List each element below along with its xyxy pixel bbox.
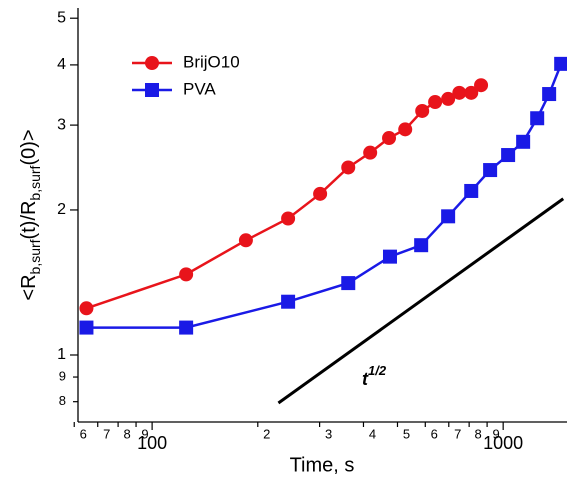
reference-line — [277, 197, 565, 405]
marker — [313, 186, 328, 201]
marker — [382, 131, 397, 146]
series-line — [86, 84, 482, 310]
y-axis-title-part: b,surf — [27, 239, 43, 274]
marker — [452, 85, 467, 100]
y-axis-title-part: (t)/R — [18, 201, 40, 240]
x-tick-label: 6 — [431, 426, 438, 441]
x-tick-label: 2 — [263, 426, 270, 441]
marker — [542, 87, 557, 102]
marker — [363, 145, 378, 160]
marker — [281, 211, 296, 226]
legend-label: PVA — [183, 79, 216, 98]
marker — [398, 122, 413, 137]
marker — [441, 209, 456, 224]
y-tick-label: 5 — [57, 9, 66, 26]
marker — [281, 294, 296, 309]
y-tick-label: 8 — [59, 393, 66, 408]
x-tick-label: 8 — [475, 426, 482, 441]
marker — [179, 267, 194, 282]
y-axis-title: <Rb,surf(t)/Rb,surf(0)> — [18, 129, 42, 300]
marker — [179, 320, 194, 335]
marker — [428, 95, 443, 110]
annotation: t1/2 — [362, 363, 387, 388]
marker — [464, 85, 479, 100]
y-tick-label: 1 — [57, 346, 66, 363]
marker — [79, 301, 94, 316]
marker — [483, 163, 498, 178]
x-axis-title: Time, s — [290, 454, 355, 476]
y-axis-title-part: b,surf — [27, 165, 43, 200]
legend-marker — [145, 83, 159, 97]
x-tick-label: 4 — [369, 426, 376, 441]
y-tick-label: 9 — [59, 368, 66, 383]
x-tick-label: 7 — [454, 426, 461, 441]
x-tick-label: 6 — [80, 426, 87, 441]
y-tick-label: 2 — [57, 201, 66, 218]
marker — [441, 91, 456, 106]
legend-label: BrijO10 — [183, 52, 240, 71]
marker — [474, 78, 489, 93]
marker — [554, 56, 567, 71]
annotation-superscript: 1/2 — [368, 363, 387, 378]
y-axis-title-part: (0)> — [18, 129, 40, 165]
x-tick-label: 5 — [403, 426, 410, 441]
annotation-text: t — [362, 369, 369, 389]
y-tick-label: 3 — [57, 116, 66, 133]
x-tick-label: 8 — [123, 426, 130, 441]
marker — [464, 183, 479, 198]
marker — [79, 320, 94, 335]
marker — [341, 160, 356, 175]
x-tick-label: 9 — [492, 426, 499, 441]
marker — [382, 249, 397, 264]
x-tick-label: 3 — [325, 426, 332, 441]
marker — [238, 233, 253, 248]
x-tick-label: 100 — [137, 433, 167, 453]
marker — [341, 276, 356, 291]
y-tick-label: 4 — [57, 56, 66, 73]
legend-marker — [145, 56, 159, 70]
x-tick-label: 9 — [141, 426, 148, 441]
x-tick-label: 1000 — [483, 433, 523, 453]
marker — [501, 148, 516, 163]
x-tick-label: 7 — [103, 426, 110, 441]
marker — [530, 111, 545, 126]
marker — [415, 103, 430, 118]
marker — [414, 238, 429, 253]
marker — [516, 134, 531, 149]
y-axis-title-part: <R — [18, 274, 40, 300]
